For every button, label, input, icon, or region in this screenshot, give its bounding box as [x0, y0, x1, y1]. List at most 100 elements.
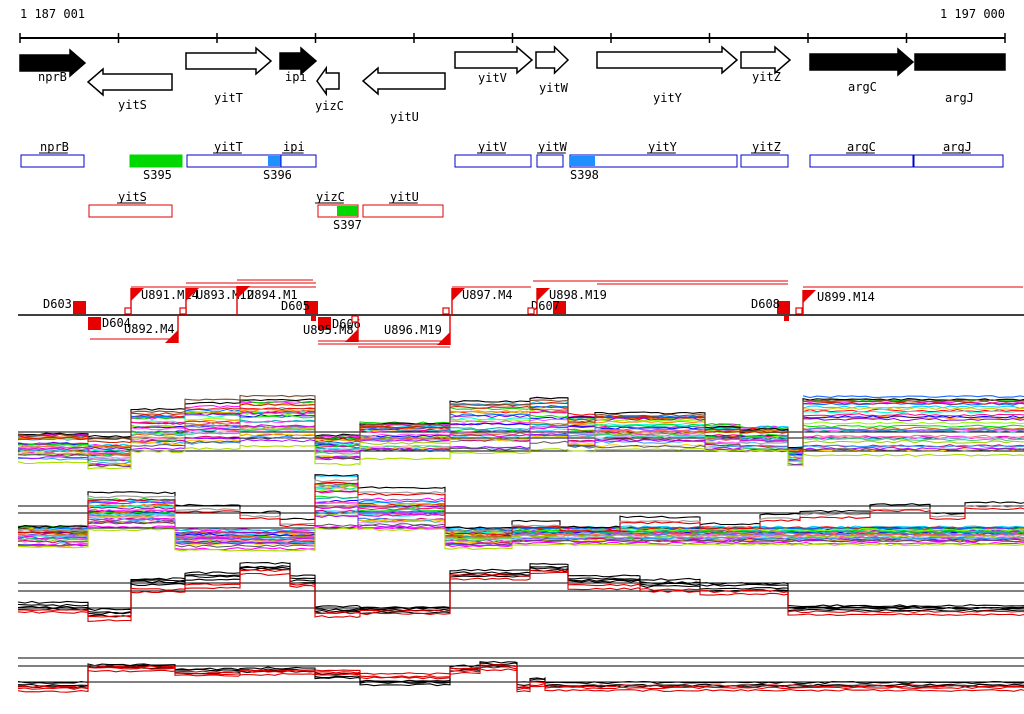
- gene-label-yitt: yitT: [214, 91, 243, 105]
- gene-label-yitz: yitZ: [752, 70, 781, 84]
- profile-series: [17, 481, 1024, 535]
- shift-marker-u894-m1[interactable]: U894.M1: [236, 286, 298, 315]
- profile-series: [17, 660, 1024, 685]
- gene-arrow-yitt[interactable]: [185, 46, 273, 76]
- gene-arrow-yitw[interactable]: [535, 45, 570, 75]
- annotation-box-yits[interactable]: [88, 204, 173, 218]
- annotation-label-yizc: yizC: [316, 190, 345, 204]
- segment-box-s398[interactable]: [570, 156, 595, 166]
- gene-label-argc: argC: [848, 80, 877, 94]
- profile-series: [17, 561, 1024, 611]
- profile-series: [17, 501, 1024, 540]
- profile-plot-3: [17, 561, 1024, 622]
- shift-marker-label-u899-m14: U899.M14: [817, 290, 875, 304]
- profile-series: [17, 666, 1024, 691]
- segment-label-s396: S396: [263, 168, 292, 182]
- annotation-label-yitz: yitZ: [752, 140, 781, 154]
- profile-series: [17, 525, 1024, 551]
- gene-arrow-yitz[interactable]: [740, 45, 792, 75]
- annotation-label-yitu: yitU: [390, 190, 419, 204]
- profile-plot-1: [17, 394, 1024, 470]
- annotation-box-nprb[interactable]: [20, 154, 85, 168]
- boundary-tick: [351, 315, 359, 323]
- annotation-box-yitt[interactable]: [186, 154, 282, 168]
- profile-series: [17, 479, 1024, 533]
- shift-marker-d607[interactable]: [553, 301, 566, 314]
- annotation-label-argj: argJ: [943, 140, 972, 154]
- annotation-label-yitv: yitV: [478, 140, 507, 154]
- gene-arrow-yitu[interactable]: [361, 66, 446, 96]
- gene-label-yitv: yitV: [478, 71, 507, 85]
- shift-marker-label-u898-m19: U898.M19: [549, 288, 607, 302]
- shift-marker-d608[interactable]: [777, 301, 790, 314]
- gene-arrow-yits[interactable]: [86, 67, 173, 97]
- shift-marker-flag: [803, 290, 816, 303]
- shift-marker-flag: [345, 329, 358, 342]
- gene-label-argj: argJ: [945, 91, 974, 105]
- gene-arrow-ipi[interactable]: [279, 46, 318, 76]
- shift-marker-u897-m4[interactable]: U897.M4: [451, 288, 513, 315]
- profile-series: [17, 664, 1024, 689]
- gene-arrow-yitv[interactable]: [454, 45, 534, 75]
- forward-annotation-track: nprB yitT ipi yitV yitW yitY yitZ argC argJ S395 S…: [20, 140, 1004, 182]
- annotation-box-ipi[interactable]: [280, 154, 317, 168]
- annotation-box-yitz[interactable]: [740, 154, 789, 168]
- segment-label-s397: S397: [333, 218, 362, 232]
- shift-marker-label-u897-m4: U897.M4: [462, 288, 513, 302]
- segment-label-s398: S398: [570, 168, 599, 182]
- shift-marker-label-u895-m8: U895.M8: [303, 323, 354, 337]
- annotation-label-nprb: nprB: [40, 140, 69, 154]
- annotation-box-argj[interactable]: [913, 154, 1004, 168]
- shift-marker-d605[interactable]: [305, 301, 318, 314]
- gene-label-yitu: yitU: [390, 110, 419, 124]
- boundary-tick: [784, 316, 789, 321]
- shift-marker-d606[interactable]: [318, 317, 331, 330]
- profile-plot-2: [17, 474, 1024, 552]
- gene-arrow-argj[interactable]: [914, 53, 1006, 71]
- profile-series: [17, 436, 1024, 468]
- boundary-tick: [124, 307, 132, 315]
- shift-marker-u899-m14[interactable]: U899.M14: [802, 290, 875, 315]
- shift-marker-flag: [237, 286, 250, 299]
- profile-series: [17, 520, 1024, 548]
- gene-arrow-argc[interactable]: [809, 47, 915, 77]
- segment-box-s396[interactable]: [268, 156, 281, 166]
- shift-marker-d604[interactable]: [88, 317, 101, 330]
- annotation-label-argc: argC: [847, 140, 876, 154]
- segment-box-s397[interactable]: [337, 206, 358, 216]
- boundary-tick: [527, 307, 535, 315]
- annotation-box-yitw[interactable]: [536, 154, 564, 168]
- ruler-scale: [19, 33, 1006, 43]
- shift-marker-u896-m19[interactable]: U896.M19: [384, 315, 451, 345]
- gene-arrow-yizc[interactable]: [316, 65, 340, 97]
- shift-marker-d603[interactable]: [73, 301, 86, 314]
- segment-label-s395: S395: [143, 168, 172, 182]
- shift-marker-flag: [186, 288, 199, 301]
- boundary-tick: [311, 316, 316, 321]
- shift-marker-u898-m19[interactable]: U898.M19: [536, 288, 607, 315]
- annotation-box-yitv[interactable]: [454, 154, 532, 168]
- gene-label-ipi: ipi: [285, 70, 307, 84]
- profile-series: [18, 527, 1024, 552]
- profile-series: [17, 444, 1024, 470]
- annotation-box-argc[interactable]: [809, 154, 914, 168]
- shift-marker-u892-m4[interactable]: U892.M4: [124, 315, 179, 343]
- shift-marker-label-u894-m1: U894.M1: [247, 288, 298, 302]
- annotation-box-yitu[interactable]: [362, 204, 444, 218]
- ruler-start-label: 1 187 001: [20, 7, 85, 21]
- gene-arrow-yity[interactable]: [596, 45, 739, 75]
- shift-marker-label-d603: D603: [43, 297, 72, 311]
- gene-arrow-nprb[interactable]: [19, 48, 87, 78]
- profile-series: [17, 474, 1024, 530]
- ruler-end-label: 1 197 000: [940, 7, 1005, 21]
- reverse-annotation-track: yitS yizC yitU S397: [88, 190, 444, 232]
- shift-marker-flag: [537, 288, 550, 301]
- ruler: 1 187 001 1 197 000: [20, 7, 1005, 21]
- segment-box-s395[interactable]: [129, 154, 183, 168]
- boundary-tick: [442, 307, 450, 315]
- gene-arrow-track: nprB yitS yitT ipi yizC yitU yitV yitW yitY yitZ a…: [19, 45, 1006, 124]
- annotation-box-yity[interactable]: [569, 154, 738, 168]
